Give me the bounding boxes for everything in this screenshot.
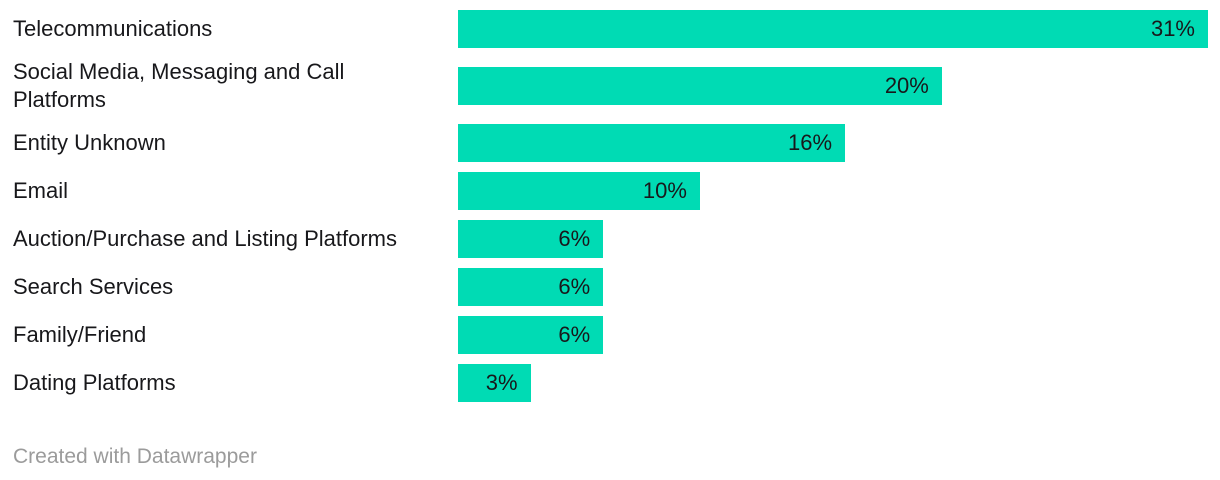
bar-row: Social Media, Messaging and Call Platfor… [0, 53, 1220, 119]
bar-row: Family/Friend 6% [0, 311, 1220, 359]
bar-row: Email 10% [0, 167, 1220, 215]
bar: 10% [458, 172, 700, 210]
category-label: Dating Platforms [13, 370, 176, 395]
bar: 6% [458, 316, 604, 354]
bar-track: 10% [458, 172, 1208, 210]
value-label: 6% [558, 322, 591, 347]
chart-footer: Created with Datawrapper [0, 445, 1220, 469]
bar-row: Search Services 6% [0, 263, 1220, 311]
bar-track: 3% [458, 364, 1208, 402]
bar-rows: Telecommunications 31% Social Media, Mes… [0, 5, 1220, 407]
category-label: Email [13, 178, 69, 203]
value-label: 10% [642, 178, 687, 203]
value-label: 20% [884, 73, 929, 98]
value-label: 31% [1150, 16, 1195, 41]
value-label: 16% [788, 130, 833, 155]
bar-track: 6% [458, 220, 1208, 258]
bar-track: 31% [458, 10, 1208, 48]
bar: 20% [458, 67, 942, 105]
bar: 3% [458, 364, 531, 402]
bar-track: 6% [458, 268, 1208, 306]
bar-track: 20% [458, 67, 1208, 105]
bar: 16% [458, 124, 846, 162]
category-label: Family/Friend [13, 322, 147, 347]
category-label: Search Services [13, 274, 174, 299]
bar: 31% [458, 10, 1208, 48]
bar-track: 6% [458, 316, 1208, 354]
bar-row: Auction/Purchase and Listing Platforms 6… [0, 215, 1220, 263]
value-label: 6% [558, 226, 591, 251]
value-label: 6% [558, 274, 591, 299]
bar-row: Telecommunications 31% [0, 5, 1220, 53]
bar-row: Dating Platforms 3% [0, 359, 1220, 407]
bar: 6% [458, 268, 604, 306]
category-label: Social Media, Messaging and Call Platfor… [13, 59, 345, 112]
category-label: Entity Unknown [13, 130, 166, 155]
bar: 6% [458, 220, 604, 258]
value-label: 3% [485, 370, 518, 395]
datawrapper-credit-link[interactable]: Created with Datawrapper [13, 445, 257, 468]
bar-track: 16% [458, 124, 1208, 162]
category-label: Telecommunications [13, 16, 213, 41]
bar-row: Entity Unknown 16% [0, 119, 1220, 167]
category-label: Auction/Purchase and Listing Platforms [13, 226, 397, 251]
